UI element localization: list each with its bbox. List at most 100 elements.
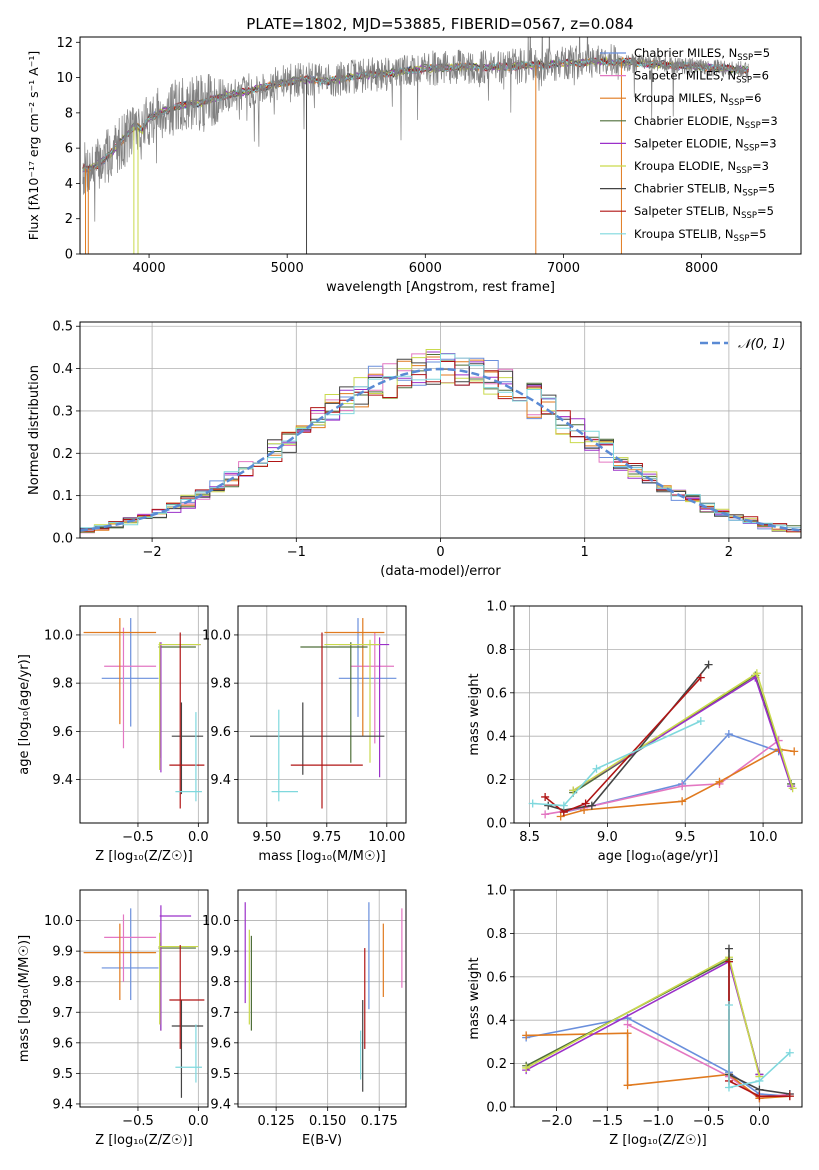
mass-weight-line [525, 956, 761, 1077]
legend: 𝒩(0, 1) [700, 337, 785, 352]
data-point-marker [528, 799, 537, 808]
y-tick-label: 9.6 [52, 1036, 73, 1051]
y-tick-label: 0.4 [486, 730, 507, 745]
legend-label: Kroupa ELODIE, NSSP=3 [634, 159, 769, 176]
axes-frame [513, 605, 803, 824]
x-axis-label: age [log₁₀(age/yr)] [598, 849, 719, 864]
mass-weight-line [572, 676, 792, 792]
x-axis-label: wavelength [Angstrom, rest frame] [326, 280, 555, 295]
y-tick-label: 10.0 [202, 628, 231, 643]
y-tick-label: 9.4 [210, 1097, 231, 1112]
legend-label: Kroupa MILES, NSSP=6 [634, 91, 761, 108]
data-point-marker [696, 673, 705, 682]
chart-mass_weight_vs_age: 8.5 9.0 9.5 10.0 0.0 0.2 0.4 0.6 0.8 1.0 age [log₁… [467, 600, 803, 864]
legend-sub: SSP [736, 76, 752, 86]
figure-title: PLATE=1802, MJD=53885, FIBERID=0567, z=0… [246, 15, 633, 33]
chart-mass_weight_vs_Z: −2.0 −1.5 −1.0 −0.5 0.0 0.0 0.2 0.4 0.6 0.8 1.0 Z [… [467, 884, 803, 1148]
y-tick-label: 2 [65, 212, 73, 227]
data-point-marker [752, 669, 761, 678]
legend-sub: SSP [742, 189, 758, 199]
y-tick-label: 10.0 [44, 914, 73, 929]
y-tick-label: 0.0 [52, 532, 73, 547]
y-tick-label: 1.0 [486, 884, 507, 899]
y-tick-label: 0.0 [486, 1101, 507, 1116]
y-tick-label: 9.6 [210, 1036, 231, 1051]
x-tick-label: 9.5 [675, 830, 696, 845]
y-axis-label: mass weight [467, 957, 482, 1039]
x-tick-label: −1 [287, 545, 306, 560]
y-tick-label: 0.0 [486, 817, 507, 832]
axes-frame [237, 605, 407, 824]
data-point-marker [541, 810, 550, 819]
y-axis-label: mass [log₁₀(M/M☉)] [17, 935, 32, 1062]
x-tick-label: −1.5 [592, 1114, 624, 1129]
x-tick-label: 10.00 [368, 830, 405, 845]
data-point-marker [678, 797, 687, 806]
y-tick-label: 10.0 [44, 628, 73, 643]
mass-weight-line [526, 1032, 790, 1100]
legend-sub: SSP [744, 143, 760, 153]
x-tick-label: 9.75 [312, 830, 341, 845]
legend-label: Kroupa STELIB, NSSP=5 [634, 227, 766, 244]
x-axis-label: E(B-V) [302, 1133, 342, 1148]
y-tick-label: 0.8 [486, 927, 507, 942]
mass-weight-line [544, 677, 702, 814]
x-tick-label: 6000 [409, 261, 442, 276]
data-point-marker [544, 801, 553, 810]
y-tick-label: 4 [65, 177, 73, 192]
plot-area [82, 37, 750, 254]
y-axis-label: Flux [fλ10⁻¹⁷ erg cm⁻² s⁻¹ A⁻¹] [26, 51, 41, 240]
data-point-marker [724, 1083, 733, 1092]
mass-weight-line [547, 664, 710, 811]
y-tick-label: 9.4 [52, 1097, 73, 1112]
legend-model-name: Kroupa STELIB, N [634, 227, 734, 241]
x-tick-label: 10.0 [749, 830, 778, 845]
y-tick-label: 0.2 [486, 1057, 507, 1072]
y-tick-label: 8 [65, 106, 73, 121]
y-tick-label: 0 [65, 248, 73, 263]
mass-weight-line [728, 1005, 791, 1089]
axes-frame [79, 321, 802, 539]
chart-age_vs_mass: 9.50 9.75 10.00 9.4 9.6 9.8 10.0 mass [log₁₀(M/… [202, 605, 407, 864]
data-point-marker [724, 944, 733, 953]
chart-age_vs_Z: −0.5 0.0 9.4 9.6 9.8 10.0 Z [log₁₀(Z/Z☉)] age [… [17, 605, 209, 864]
legend-model-name: Kroupa MILES, N [634, 91, 729, 105]
y-tick-label: 9.5 [210, 1067, 231, 1082]
y-tick-label: 9.6 [210, 725, 231, 740]
x-tick-label: 4000 [133, 261, 166, 276]
x-axis-label: Z [log₁₀(Z/Z☉)] [609, 1133, 706, 1148]
x-tick-label: 0 [436, 545, 444, 560]
y-tick-label: 0.2 [486, 773, 507, 788]
legend-label: 𝒩(0, 1) [738, 337, 785, 352]
y-tick-label: 0.6 [486, 686, 507, 701]
data-point-marker [678, 782, 687, 791]
y-tick-label: 0.3 [52, 404, 73, 419]
y-axis-label: mass weight [467, 673, 482, 755]
legend-model-name: Kroupa ELODIE, N [634, 159, 736, 173]
data-point-marker [522, 1063, 531, 1072]
y-tick-label: 9.9 [210, 945, 231, 960]
axes-frame [79, 605, 209, 824]
data-point-marker [623, 1081, 632, 1090]
plot-area [528, 660, 799, 821]
data-point-marker [785, 1092, 794, 1101]
y-tick-label: 9.8 [52, 677, 73, 692]
data-point-marker [788, 784, 797, 793]
data-point-marker [581, 799, 590, 808]
chart-residuals: −2 −1 0 1 2 0.0 0.1 0.2 0.3 0.4 0.5 (data-model)/er… [27, 320, 802, 579]
data-point-marker [587, 801, 596, 810]
data-point-marker [724, 730, 733, 739]
legend-model-name: Salpeter ELODIE, N [634, 136, 744, 150]
mass-weight-line [532, 720, 702, 807]
legend-label: Salpeter STELIB, NSSP=5 [634, 204, 774, 221]
legend-sub: SSP [729, 98, 745, 108]
y-tick-label: 0.8 [486, 643, 507, 658]
y-tick-label: 10.0 [202, 914, 231, 929]
data-point-marker [623, 1029, 632, 1038]
y-tick-label: 6 [65, 142, 73, 157]
legend-label: Chabrier MILES, NSSP=5 [634, 46, 770, 63]
x-tick-label: −0.5 [122, 1114, 154, 1129]
legend-model-name: Salpeter MILES, N [634, 69, 736, 83]
data-point-marker [704, 660, 713, 669]
